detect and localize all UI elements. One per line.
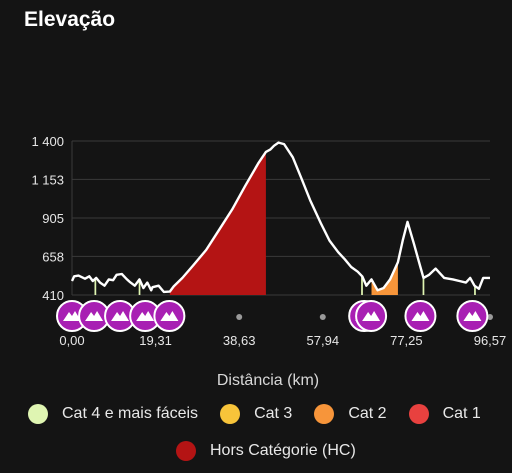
climb-area — [371, 262, 398, 295]
legend-item: Cat 3 — [220, 404, 292, 424]
legend-label: Cat 4 e mais fáceis — [62, 405, 199, 422]
y-tick-label: 1 400 — [31, 134, 64, 149]
legend-swatch — [220, 404, 241, 424]
legend-row: Cat 4 e mais fáceis Cat 3 Cat 2 Cat 1 — [28, 404, 503, 424]
x-tick-label: 96,57 — [474, 333, 507, 348]
legend-swatch — [314, 404, 335, 424]
legend-swatch — [176, 441, 196, 461]
legend-item: Cat 4 e mais fáceis — [28, 404, 198, 424]
elevation-chart: 1 400 1 153 905 658 410 0,00 19,31 38,63 57,94 7… — [31, 134, 506, 348]
x-tick-label: 19,31 — [139, 333, 172, 348]
legend-label: Cat 2 — [348, 405, 387, 422]
climb-area — [422, 274, 425, 295]
climb-fills — [94, 151, 476, 295]
legend-item: Hors Catégorie (HC) — [176, 441, 356, 461]
y-tick-label: 905 — [42, 211, 64, 226]
profile-line-group — [70, 141, 490, 294]
x-tick-label: 57,94 — [307, 333, 340, 348]
elevation-profile-line — [70, 141, 490, 294]
legend-item: Cat 1 — [408, 404, 481, 424]
climb-markers[interactable] — [56, 300, 493, 332]
distance-dot — [236, 314, 243, 320]
legend-swatch — [408, 404, 429, 424]
y-tick-label: 658 — [42, 249, 64, 264]
climb-marker-icon[interactable] — [153, 300, 186, 332]
legend-swatch — [28, 404, 48, 424]
distance-dot — [319, 314, 326, 320]
x-tick-label: 77,25 — [390, 333, 423, 348]
page-title: Elevação — [24, 8, 116, 31]
y-tick-label: 1 153 — [31, 172, 64, 187]
y-axis-ticks: 1 400 1 153 905 658 410 — [31, 134, 64, 303]
climb-area — [94, 277, 97, 295]
legend-label: Cat 3 — [254, 405, 293, 422]
climb-marker-icon[interactable] — [355, 300, 388, 332]
grid-lines — [71, 140, 490, 296]
legend-label: Hors Catégorie (HC) — [210, 442, 356, 459]
legend-label: Cat 1 — [442, 405, 481, 422]
x-axis-title: Distância (km) — [216, 372, 320, 389]
y-tick-label: 410 — [42, 288, 64, 303]
x-tick-label: 38,63 — [223, 333, 256, 348]
x-tick-label: 0,00 — [59, 333, 84, 348]
climb-area — [361, 275, 363, 295]
distance-dot — [487, 314, 493, 320]
climb-marker-icon[interactable] — [404, 300, 437, 332]
x-axis-ticks: 0,00 19,31 38,63 57,94 77,25 96,57 — [59, 333, 506, 348]
climb-area — [169, 151, 266, 295]
legend-item: Cat 2 — [314, 404, 387, 424]
legend-row: Hors Catégorie (HC) — [176, 441, 378, 461]
climb-marker-icon[interactable] — [456, 300, 489, 332]
